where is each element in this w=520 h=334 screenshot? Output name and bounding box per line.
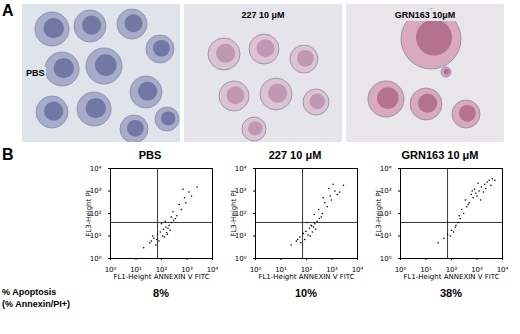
svg-text:10³: 10³ xyxy=(181,266,193,275)
svg-text:FL1-Height ANNEXIN V FITC: FL1-Height ANNEXIN V FITC xyxy=(113,273,209,281)
html-text:227 10 μM: 227 10 μM xyxy=(268,149,322,161)
svg-text:10⁰: 10⁰ xyxy=(235,255,247,263)
svg-text:10³: 10³ xyxy=(379,187,392,196)
svg-text:10⁰: 10⁰ xyxy=(249,266,262,275)
svg-text:10¹: 10¹ xyxy=(275,266,287,275)
svg-text:FL3-Height PI: FL3-Height PI xyxy=(375,190,383,237)
svg-text:10⁰: 10⁰ xyxy=(90,255,102,263)
html-text:10%: 10% xyxy=(295,287,317,299)
svg-text:10²: 10² xyxy=(155,266,168,275)
svg-text:10⁴: 10⁴ xyxy=(206,266,219,275)
svg-text:10²: 10² xyxy=(89,209,102,218)
html-text:A: A xyxy=(2,2,14,19)
svg-text:10⁴: 10⁴ xyxy=(90,165,102,173)
html-text:% Apoptosis: % Apoptosis xyxy=(2,287,57,297)
svg-text:10⁴: 10⁴ xyxy=(496,266,509,275)
svg-text:10²: 10² xyxy=(234,209,247,218)
svg-text:10³: 10³ xyxy=(234,187,247,196)
svg-text:10⁰: 10⁰ xyxy=(104,266,117,275)
svg-text:FL3-Height PI: FL3-Height PI xyxy=(230,190,238,237)
svg-text:10¹: 10¹ xyxy=(420,266,432,275)
svg-text:10⁰: 10⁰ xyxy=(394,266,407,275)
svg-text:10²: 10² xyxy=(379,209,392,218)
svg-text:10¹: 10¹ xyxy=(379,232,392,241)
svg-text:10³: 10³ xyxy=(89,187,102,196)
svg-text:PBS: PBS xyxy=(26,68,45,78)
svg-text:10⁰: 10⁰ xyxy=(380,255,392,263)
svg-text:FL1-Height ANNEXIN V FITC: FL1-Height ANNEXIN V FITC xyxy=(258,273,354,281)
svg-text:10³: 10³ xyxy=(471,266,483,275)
html-text:B: B xyxy=(2,146,14,163)
svg-text:10⁴: 10⁴ xyxy=(235,165,247,173)
svg-text:10¹: 10¹ xyxy=(234,232,247,241)
html-text:(% Annexin/PI+): (% Annexin/PI+) xyxy=(2,299,70,309)
svg-text:10⁴: 10⁴ xyxy=(351,266,364,275)
html-text:38%: 38% xyxy=(440,287,462,299)
html-text:PBS: PBS xyxy=(138,149,162,161)
html-text:8%: 8% xyxy=(153,287,169,299)
html-text:GRN163 10 μM: GRN163 10 μM xyxy=(401,149,479,161)
svg-text:FL3-Height PI: FL3-Height PI xyxy=(85,190,93,237)
svg-text:10³: 10³ xyxy=(326,266,338,275)
svg-text:10²: 10² xyxy=(445,266,458,275)
svg-text:10¹: 10¹ xyxy=(89,232,102,241)
svg-text:GRN163 10μM: GRN163 10μM xyxy=(395,10,456,20)
svg-text:10²: 10² xyxy=(300,266,313,275)
svg-text:10¹: 10¹ xyxy=(130,266,142,275)
svg-text:227 10 μM: 227 10 μM xyxy=(241,10,284,20)
svg-text:FL1-Height ANNEXIN V FITC: FL1-Height ANNEXIN V FITC xyxy=(403,273,499,281)
svg-text:10⁴: 10⁴ xyxy=(380,165,392,173)
